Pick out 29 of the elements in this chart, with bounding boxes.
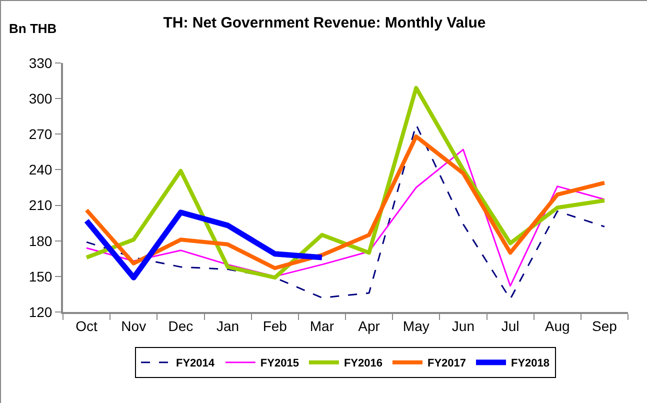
- x-tick-label: Jan: [216, 318, 240, 334]
- y-axis-title: Bn THB: [9, 21, 57, 36]
- x-tick-label: Jun: [452, 318, 474, 334]
- y-tick-label: 120: [28, 304, 52, 320]
- x-tick-label: Dec: [168, 318, 194, 334]
- x-tick-label: May: [402, 318, 430, 334]
- x-tick-label: Mar: [310, 318, 334, 334]
- y-tick-label: 150: [28, 268, 52, 284]
- legend-label: FY2015: [260, 358, 299, 370]
- y-tick-label: 300: [28, 90, 52, 106]
- legend-label: FY2018: [511, 358, 550, 370]
- x-tick-label: Apr: [358, 318, 380, 334]
- legend-label: FY2016: [344, 358, 382, 370]
- x-tick-label: Jul: [501, 318, 520, 334]
- x-tick-label: Aug: [544, 318, 570, 334]
- y-tick-label: 240: [28, 162, 52, 178]
- chart-title: TH: Net Government Revenue: Monthly Value: [163, 14, 486, 32]
- x-tick-label: Nov: [121, 318, 146, 334]
- y-tick-label: 270: [28, 126, 52, 142]
- line-series: [86, 124, 606, 300]
- legend-label: FY2017: [427, 358, 466, 370]
- y-tick-label: 210: [28, 197, 52, 214]
- x-tick-label: Sep: [592, 318, 618, 334]
- y-tick-label: 330: [28, 54, 52, 71]
- y-tick-label: 180: [28, 232, 52, 249]
- x-tick-label: Feb: [262, 318, 288, 334]
- x-tick-label: Oct: [76, 318, 98, 334]
- legend-label: FY2014: [176, 358, 216, 370]
- line-series: [84, 134, 606, 270]
